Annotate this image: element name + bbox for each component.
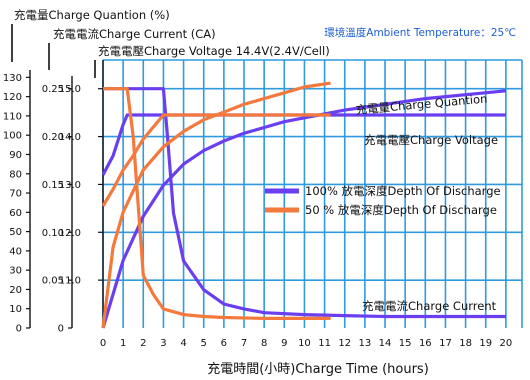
quantity-curve-label: 充電量Charge Quantion — [355, 92, 488, 117]
x-tick-label: 10 — [298, 338, 311, 349]
quantity-tick-label: 50 — [9, 227, 22, 238]
x-tick-label: 13 — [359, 338, 372, 349]
dod-50-quantity-line — [101, 81, 331, 329]
voltage-tick-label: 15.0 — [59, 84, 81, 95]
current-curve-label: 充電電流Charge Current — [362, 299, 497, 313]
voltage-tick-label: 12.0 — [59, 228, 81, 239]
current-tick-label: 0.05 — [42, 276, 64, 287]
x-axis-label: 充電時間(小時)Charge Time (hours) — [207, 361, 429, 377]
x-tick-label: 17 — [439, 338, 452, 349]
current-tick-label: 0.15 — [42, 180, 64, 191]
quantity-axis-title: 充電量Charge Quantion (%) — [14, 8, 170, 22]
x-tick-label: 20 — [500, 338, 513, 349]
quantity-tick-label: 80 — [9, 169, 22, 180]
x-tick-label: 0 — [100, 338, 106, 349]
x-tick-label: 1 — [120, 338, 126, 349]
quantity-tick-label: 0 — [16, 324, 22, 335]
x-tick-label: 6 — [221, 338, 227, 349]
quantity-tick-label: 60 — [9, 208, 22, 219]
quantity-tick-label: 100 — [3, 131, 22, 142]
x-tick-label: 16 — [419, 338, 432, 349]
current-tick-label: 0.10 — [42, 228, 64, 239]
series-lines — [101, 81, 507, 329]
voltage-tick-label: 13.0 — [59, 180, 81, 191]
quantity-tick-label: 40 — [9, 246, 22, 257]
grid — [102, 59, 523, 328]
current-tick-label: 0 — [58, 324, 64, 335]
voltage-axis-title: 充電電壓Charge Voltage 14.4V(2.4V/Cell) — [98, 44, 330, 58]
axis-brackets — [11, 24, 96, 78]
voltage-tick-label: 11.0 — [59, 276, 81, 287]
x-tick-label: 5 — [201, 338, 207, 349]
x-tick-label: 15 — [399, 338, 412, 349]
quantity-tick-label: 30 — [9, 266, 22, 277]
dod-50-voltage-line — [101, 113, 331, 207]
x-tick-label: 11 — [318, 338, 331, 349]
x-tick-label: 19 — [479, 338, 492, 349]
x-tick-label: 2 — [140, 338, 146, 349]
current-axis-title: 充電電流Charge Current (CA) — [53, 27, 216, 41]
x-tick-label: 3 — [160, 338, 166, 349]
x-tick-label: 8 — [261, 338, 267, 349]
legend: 100% 放電深度Depth Of Discharge 50 % 放電深度Dept… — [265, 184, 501, 217]
x-tick-label: 4 — [180, 338, 186, 349]
x-tick-label: 18 — [459, 338, 472, 349]
legend-label: 50 % 放電深度Depth Of Discharge — [305, 203, 497, 217]
dod-100-current-line — [103, 87, 506, 319]
dod-100-quantity-line — [101, 89, 507, 329]
quantity-tick-label: 110 — [3, 111, 22, 122]
quantity-tick-label: 130 — [3, 73, 22, 84]
quantity-tick-label: 120 — [3, 92, 22, 103]
current-tick-label: 0.20 — [42, 132, 64, 143]
x-tick-label: 12 — [338, 338, 351, 349]
quantity-tick-label: 20 — [9, 285, 22, 296]
ambient-temperature: 環境溫度Ambient Temperature：25℃ — [324, 26, 516, 39]
quantity-tick-label: 90 — [9, 150, 22, 161]
x-tick-label: 9 — [281, 338, 287, 349]
x-tick-label: 7 — [241, 338, 247, 349]
legend-label: 100% 放電深度Depth Of Discharge — [305, 184, 501, 198]
voltage-tick-label: 14.0 — [59, 132, 81, 143]
quantity-tick-label: 10 — [9, 304, 22, 315]
quantity-tick-label: 70 — [9, 189, 22, 200]
x-tick-label: 14 — [379, 338, 392, 349]
current-tick-label: 0.25 — [42, 84, 64, 95]
axes: 15.0 14.0 13.0 12.0 11.0 0.25 0.20 0.15 0.10 0.05… — [3, 60, 512, 349]
voltage-curve-label: 充電電壓Charge Voltage — [364, 133, 498, 147]
dod-50-current-line — [103, 87, 331, 320]
